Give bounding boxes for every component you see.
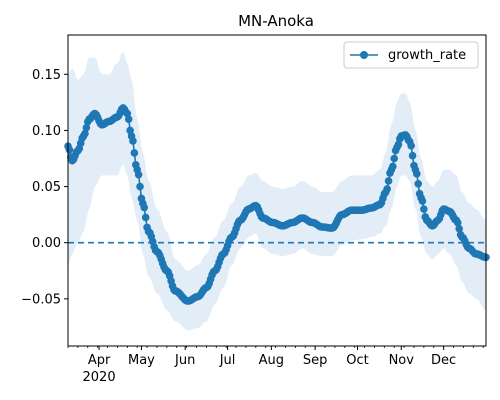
data-point — [141, 213, 150, 222]
x-tick-label: Aug — [259, 353, 284, 368]
x-tick-label: Oct — [346, 353, 368, 368]
legend-label: growth_rate — [388, 48, 466, 63]
legend: growth_rate — [343, 41, 479, 69]
data-point — [418, 197, 427, 205]
data-point — [407, 141, 415, 150]
data-point — [453, 218, 462, 227]
x-axis: Apr 2020 May Jun Jul Aug Sep Oct Nov Dec — [67, 346, 484, 385]
y-tick-label: 0.00 — [32, 236, 61, 251]
data-point — [390, 154, 399, 163]
x-tick-label: Jun — [174, 353, 195, 368]
data-point — [408, 151, 417, 160]
x-tick-label: Nov — [389, 353, 415, 368]
data-point — [124, 115, 133, 124]
data-point — [414, 179, 423, 188]
data-point — [420, 205, 428, 213]
data-point — [82, 123, 91, 132]
x-tick-label: Dec — [431, 353, 456, 368]
legend-marker-swatch — [360, 51, 368, 59]
data-point — [384, 177, 393, 185]
data-point — [140, 203, 149, 212]
series-points-layer — [64, 104, 490, 305]
data-point — [136, 182, 144, 191]
data-point — [129, 137, 137, 145]
chart-title: MN-Anoka — [238, 12, 314, 30]
y-tick-label: 0.05 — [32, 180, 61, 195]
confidence-band-layer — [68, 51, 486, 331]
legend-frame — [343, 41, 479, 69]
x-tick-label: Jul — [219, 353, 236, 368]
data-point — [383, 185, 391, 193]
y-axis: −0.05 0.00 0.05 0.10 0.15 — [21, 68, 68, 307]
data-point — [65, 146, 74, 154]
data-point — [455, 224, 463, 233]
x-tick-label: Apr — [88, 353, 111, 368]
data-point — [134, 170, 143, 179]
data-point — [81, 129, 89, 138]
y-tick-label: 0.10 — [32, 124, 61, 139]
x-tick-year-label: 2020 — [83, 370, 116, 385]
x-tick-label: Sep — [303, 353, 328, 368]
axes-frame — [67, 34, 487, 347]
confidence-band — [68, 51, 486, 331]
y-tick-label: 0.15 — [32, 68, 61, 83]
data-point — [413, 170, 421, 178]
x-tick-label: May — [128, 353, 155, 368]
data-point — [130, 149, 139, 157]
data-point — [389, 162, 397, 171]
y-tick-label: −0.05 — [21, 292, 61, 307]
